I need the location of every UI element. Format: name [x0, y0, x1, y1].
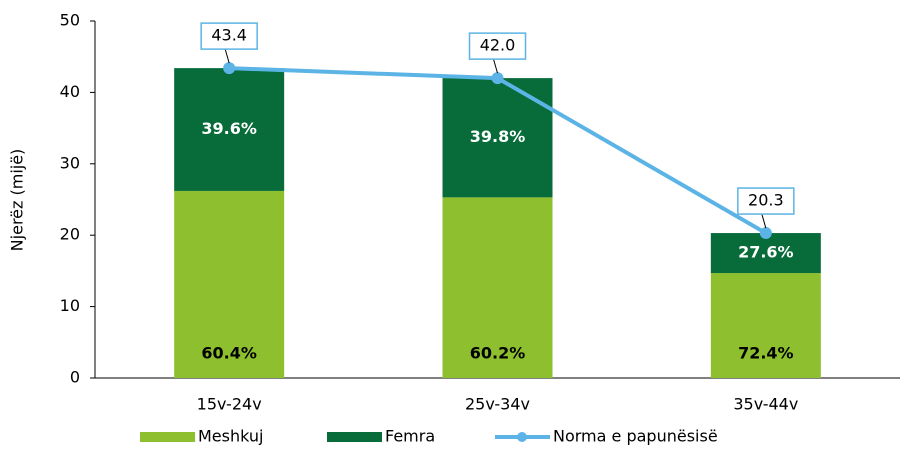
- bar-segment: [174, 190, 285, 378]
- bar-segment: [710, 233, 821, 274]
- y-tick-label: 40: [60, 82, 80, 101]
- value-label: 43.4: [211, 26, 247, 45]
- percent-label: 60.4%: [201, 344, 257, 363]
- value-label-box: [200, 22, 258, 50]
- y-tick-label: 0: [70, 368, 80, 387]
- percent-label: 39.6%: [201, 119, 257, 138]
- line-point: [223, 62, 236, 75]
- percent-label: 27.6%: [738, 243, 794, 262]
- label-leader: [493, 58, 498, 74]
- y-tick-label: 50: [60, 11, 80, 30]
- line-point: [491, 72, 504, 85]
- legend-marker: [517, 432, 527, 442]
- legend-swatch: [327, 432, 382, 442]
- y-tick-label: 20: [60, 225, 80, 244]
- y-axis-label: Njerëz (mijë): [8, 149, 27, 252]
- line-point: [759, 227, 772, 240]
- y-tick-label: 30: [60, 153, 80, 172]
- x-tick-label: 25v-34v: [465, 395, 530, 414]
- value-label: 20.3: [748, 191, 784, 210]
- bar-segment: [442, 197, 553, 378]
- x-tick-label: 15v-24v: [197, 395, 262, 414]
- bar-segment: [710, 273, 821, 378]
- percent-label: 39.8%: [470, 127, 526, 146]
- y-tick-label: 10: [60, 296, 80, 315]
- percent-label: 60.2%: [470, 344, 526, 363]
- x-tick-label: 35v-44v: [733, 395, 798, 414]
- value-label-box: [737, 187, 795, 215]
- legend-swatch: [140, 432, 195, 442]
- value-label-box: [468, 32, 527, 60]
- label-leader: [761, 213, 767, 229]
- label-leader: [224, 48, 230, 64]
- bar-segment: [174, 68, 285, 191]
- percent-label: 72.4%: [738, 344, 794, 363]
- legend-label: Femra: [385, 427, 435, 446]
- legend-label: Meshkuj: [198, 427, 263, 446]
- legend-label: Norma e papunësisë: [553, 427, 718, 446]
- value-label: 42.0: [480, 36, 516, 55]
